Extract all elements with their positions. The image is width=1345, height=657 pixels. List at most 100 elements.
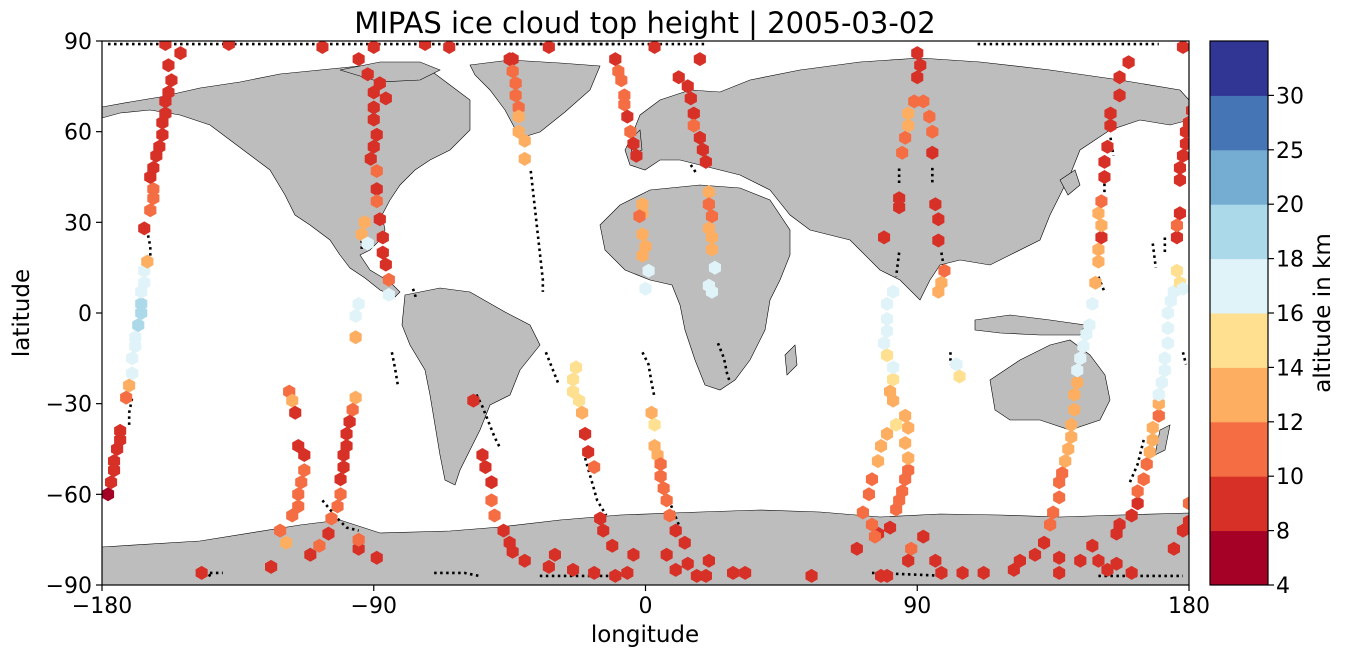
- cloud-point-59: [373, 212, 386, 227]
- cloud-point-38: [316, 41, 329, 54]
- cloud-point-266: [1062, 442, 1075, 456]
- cloud-point-306: [1140, 457, 1153, 472]
- cloud-point-252: [865, 517, 878, 532]
- cloud-point-201: [902, 451, 915, 466]
- cloud-point-242: [935, 565, 948, 580]
- cloud-point-42: [648, 41, 661, 54]
- cloud-point-22: [147, 191, 160, 206]
- cloud-point-125: [576, 405, 589, 420]
- land-madagascar: [784, 344, 798, 376]
- cloud-point-261: [1047, 505, 1060, 520]
- cloud-point-272: [1071, 363, 1084, 378]
- cloud-point-68: [352, 296, 365, 311]
- cloud-point-146: [624, 124, 637, 139]
- cloud-point-305: [1137, 472, 1150, 487]
- cloud-point-280: [1092, 242, 1105, 257]
- colorbar-tick-label-1: 8: [1276, 520, 1290, 545]
- colorbar-bin-2: [1210, 421, 1268, 477]
- cloud-point-132: [627, 547, 640, 562]
- cloud-point-178: [687, 106, 700, 121]
- cloud-point-187: [705, 230, 718, 245]
- cloud-point-137: [588, 565, 601, 580]
- cloud-point-158: [648, 417, 661, 432]
- cloud-point-49: [367, 100, 380, 115]
- map-area: [102, 41, 1204, 585]
- cloud-point-23: [147, 182, 160, 197]
- cloud-point-135: [542, 559, 555, 574]
- cloud-point-64: [361, 236, 374, 251]
- cloud-point-170: [669, 562, 682, 577]
- y-axis: 90 60 30 0 −30 −60 −90: [46, 30, 102, 599]
- cloud-point-165: [663, 508, 676, 523]
- cloud-point-235: [932, 284, 945, 299]
- colorbar-bin-7: [1210, 149, 1268, 205]
- cloud-point-241: [929, 553, 942, 568]
- cloud-point-198: [896, 484, 909, 499]
- cloud-point-335: [1192, 82, 1204, 96]
- cloud-point-87: [352, 541, 365, 556]
- cloud-point-341: [1176, 523, 1189, 538]
- cloud-point-67: [382, 287, 395, 302]
- land-eurasia: [624, 57, 1189, 301]
- orbit-track-21: [1151, 243, 1158, 268]
- cloud-point-83: [313, 538, 326, 553]
- cloud-point-95: [298, 463, 311, 478]
- cloud-point-183: [702, 185, 715, 200]
- cloud-point-166: [669, 523, 682, 538]
- colorbar-tick-label-2: 10: [1276, 465, 1304, 490]
- cloud-point-103: [476, 448, 489, 462]
- cloud-point-46: [352, 52, 365, 67]
- cloud-point-33: [165, 73, 178, 88]
- cloud-point-232: [932, 233, 945, 248]
- cloud-point-121: [570, 360, 583, 375]
- cloud-point-337: [1176, 41, 1189, 54]
- cloud-point-277: [1086, 296, 1099, 311]
- cloud-point-94: [298, 448, 311, 462]
- cloud-point-92: [289, 405, 302, 420]
- cloud-point-74: [340, 426, 353, 441]
- cloud-point-93: [292, 439, 305, 453]
- cloud-point-37: [222, 41, 235, 51]
- cloud-point-32: [162, 85, 175, 100]
- colorbar-bin-9: [1210, 41, 1268, 96]
- land-new-zealand: [1154, 424, 1171, 456]
- colorbar-bin-3: [1210, 367, 1268, 423]
- cloud-point-251: [856, 505, 869, 520]
- cloud-point-78: [334, 472, 347, 487]
- land-antarctica: [102, 509, 1189, 585]
- cloud-point-301: [1113, 517, 1126, 532]
- cloud-point-330: [1179, 136, 1189, 151]
- cloud-point-313: [1155, 375, 1168, 390]
- cloud-point-119: [518, 133, 531, 148]
- cloud-point-173: [727, 565, 740, 580]
- orbit-track-12: [894, 252, 901, 277]
- cloud-point-273: [1074, 351, 1087, 366]
- cloud-point-315: [1158, 351, 1171, 366]
- cloud-point-139: [621, 565, 634, 580]
- cloud-point-286: [1098, 154, 1111, 169]
- cloud-point-247: [875, 439, 888, 453]
- cloud-point-287: [1101, 139, 1114, 154]
- colorbar-tick-label-9: 30: [1276, 84, 1304, 109]
- cloud-point-40: [443, 41, 456, 54]
- cloud-point-55: [364, 151, 377, 166]
- cloud-point-180: [693, 130, 706, 145]
- cloud-point-179: [687, 118, 700, 133]
- x-tick-label-2: 0: [639, 594, 653, 619]
- cloud-point-329: [1176, 148, 1189, 163]
- cloud-point-293: [1053, 565, 1066, 580]
- cloud-point-128: [588, 460, 601, 475]
- cloud-point-28: [156, 127, 169, 142]
- cloud-point-226: [917, 94, 930, 109]
- orbit-track-0: [127, 397, 134, 425]
- cloud-point-227: [923, 109, 936, 124]
- cloud-point-3: [108, 454, 121, 469]
- cloud-point-10: [126, 351, 139, 366]
- cloud-point-14: [135, 306, 148, 320]
- cloud-point-138: [609, 568, 622, 583]
- cloud-point-118: [512, 124, 525, 139]
- cloud-point-327: [1173, 173, 1186, 187]
- x-tick-label-3: 90: [903, 594, 931, 619]
- y-tick-label-5: −60: [46, 483, 92, 508]
- colorbar-bin-6: [1210, 204, 1268, 260]
